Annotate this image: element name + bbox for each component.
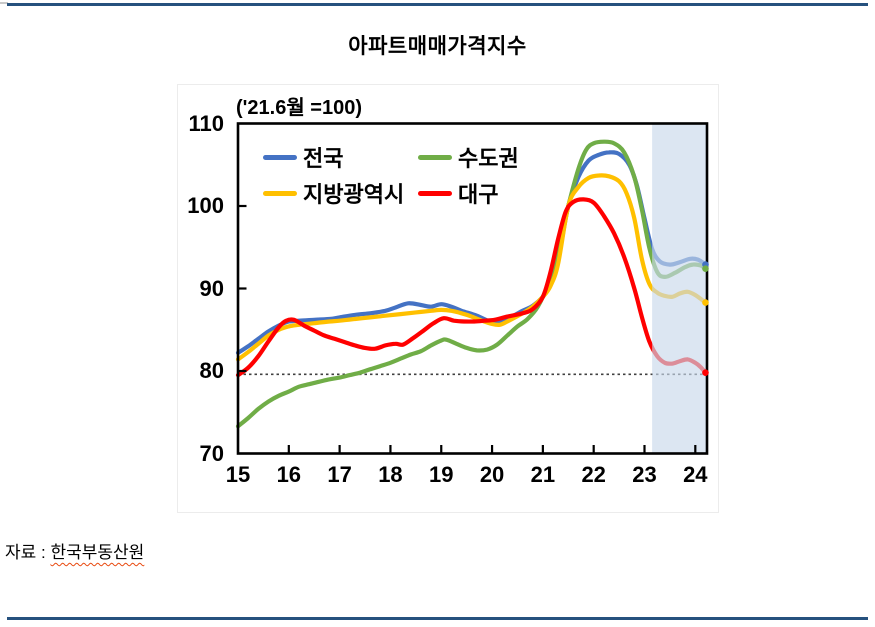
legend-item-nationwide: 전국 [263, 139, 418, 175]
series-endpoint-dot-3 [702, 369, 709, 376]
chart-legend: 전국 수도권 지방광역시 대구 [263, 139, 519, 211]
x-tick-label-23: 23 [632, 462, 657, 487]
legend-item-regional-metros: 지방광역시 [263, 175, 418, 211]
legend-line-swatch-blue [263, 154, 297, 160]
legend-item-capital-area: 수도권 [418, 139, 519, 175]
legend-label: 수도권 [458, 146, 519, 171]
series-line-3 [235, 197, 708, 378]
x-tick-label-18: 18 [378, 462, 403, 487]
legend-line-swatch-yellow [263, 190, 297, 196]
legend-line-swatch-red [418, 190, 452, 196]
legend-label: 전국 [303, 146, 344, 171]
x-tick-label-21: 21 [530, 462, 556, 487]
bottom-divider-rule [7, 617, 868, 620]
top-divider-rule [7, 3, 868, 6]
legend-label: 지방광역시 [303, 182, 405, 207]
legend-item-daegu: 대구 [418, 175, 519, 211]
series-endpoint-dot-1 [702, 265, 709, 273]
series-line-1 [235, 139, 708, 429]
source-note: 자료 : 한국부동산원 [5, 538, 144, 563]
index-base-note: ('21.6월 =100) [236, 97, 363, 119]
series-line-2 [235, 173, 708, 362]
x-tick-label-17: 17 [327, 462, 352, 487]
series-endpoint-dot-2 [702, 299, 709, 306]
legend-label: 대구 [458, 182, 499, 207]
chart-title: 아파트매매가격지수 [348, 35, 527, 58]
x-tick-label-19: 19 [429, 462, 454, 487]
y-tick-label-80: 80 [199, 358, 224, 383]
x-tick-label-24: 24 [683, 462, 708, 487]
x-tick-label-20: 20 [479, 462, 505, 487]
source-organization: 한국부동산원 [50, 543, 145, 562]
y-tick-label-110: 110 [188, 110, 225, 136]
y-tick-label-70: 70 [199, 440, 224, 466]
table-border-fragment [0, 2, 8, 4]
x-tick-label-15: 15 [225, 462, 251, 487]
y-tick-label-90: 90 [199, 275, 224, 301]
y-tick-label-100: 100 [187, 193, 224, 218]
shaded-forecast-region [652, 123, 707, 454]
source-prefix: 자료 : [5, 543, 51, 562]
x-tick-label-22: 22 [581, 462, 606, 487]
x-tick-label-16: 16 [276, 462, 302, 487]
legend-line-swatch-green [418, 154, 452, 160]
